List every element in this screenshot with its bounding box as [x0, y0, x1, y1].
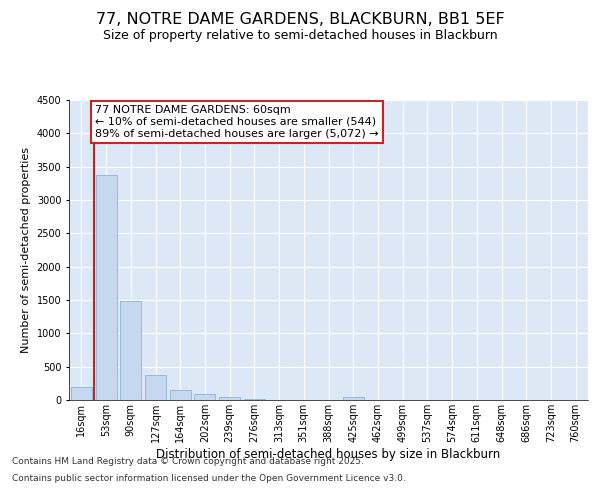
Text: 77, NOTRE DAME GARDENS, BLACKBURN, BB1 5EF: 77, NOTRE DAME GARDENS, BLACKBURN, BB1 5… — [95, 12, 505, 28]
Y-axis label: Number of semi-detached properties: Number of semi-detached properties — [21, 147, 31, 353]
Text: 77 NOTRE DAME GARDENS: 60sqm
← 10% of semi-detached houses are smaller (544)
89%: 77 NOTRE DAME GARDENS: 60sqm ← 10% of se… — [95, 106, 379, 138]
Bar — [343, 396, 364, 400]
Bar — [194, 394, 215, 400]
Bar — [145, 375, 166, 400]
Bar — [170, 390, 191, 400]
X-axis label: Distribution of semi-detached houses by size in Blackburn: Distribution of semi-detached houses by … — [157, 448, 500, 460]
Bar — [71, 386, 92, 400]
Bar — [219, 396, 240, 400]
Text: Contains HM Land Registry data © Crown copyright and database right 2025.: Contains HM Land Registry data © Crown c… — [12, 458, 364, 466]
Text: Contains public sector information licensed under the Open Government Licence v3: Contains public sector information licen… — [12, 474, 406, 483]
Text: Size of property relative to semi-detached houses in Blackburn: Size of property relative to semi-detach… — [103, 29, 497, 42]
Bar — [120, 300, 141, 400]
Bar — [95, 174, 116, 400]
